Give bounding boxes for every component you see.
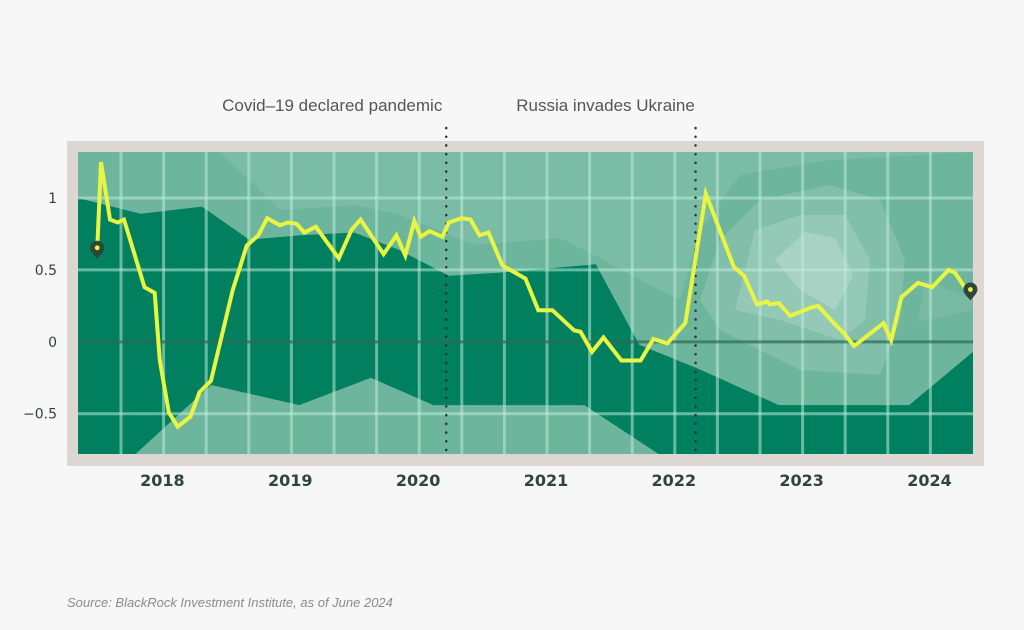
- x-tick-label: 2020: [396, 471, 441, 490]
- y-tick-label: −0.5: [23, 407, 57, 423]
- source-note: Source: BlackRock Investment Institute, …: [67, 595, 393, 610]
- series-line: [95, 161, 973, 430]
- y-tick-label: 1: [48, 191, 57, 207]
- start-pin-icon: [90, 240, 105, 259]
- x-tick-label: 2024: [907, 471, 952, 490]
- annotation-label: Russia invades Ukraine: [516, 96, 695, 115]
- y-tick-label: 0: [48, 335, 57, 351]
- pin-dot: [94, 245, 100, 251]
- x-tick-label: 2023: [779, 471, 824, 490]
- x-axis: 2018 2019 2020 2021 2022 2023 2024: [140, 471, 952, 490]
- y-axis: 1 0.5 0 −0.5: [23, 191, 57, 423]
- plot-background: [78, 152, 973, 454]
- markers: [90, 240, 978, 301]
- x-tick-label: 2022: [652, 471, 697, 490]
- band-dark: [78, 198, 973, 454]
- y-tick-label: 0.5: [35, 263, 57, 279]
- grid: [78, 152, 973, 454]
- end-pin-icon: [963, 282, 978, 301]
- annotation-label: Covid–19 declared pandemic: [222, 96, 443, 115]
- x-tick-label: 2019: [268, 471, 313, 490]
- annotations: Covid–19 declared pandemic Russia invades…: [222, 96, 697, 456]
- contour-layer: [220, 152, 973, 300]
- x-tick-label: 2021: [524, 471, 569, 490]
- x-tick-label: 2018: [140, 471, 185, 490]
- series: [95, 161, 973, 430]
- pin-dot: [968, 287, 973, 292]
